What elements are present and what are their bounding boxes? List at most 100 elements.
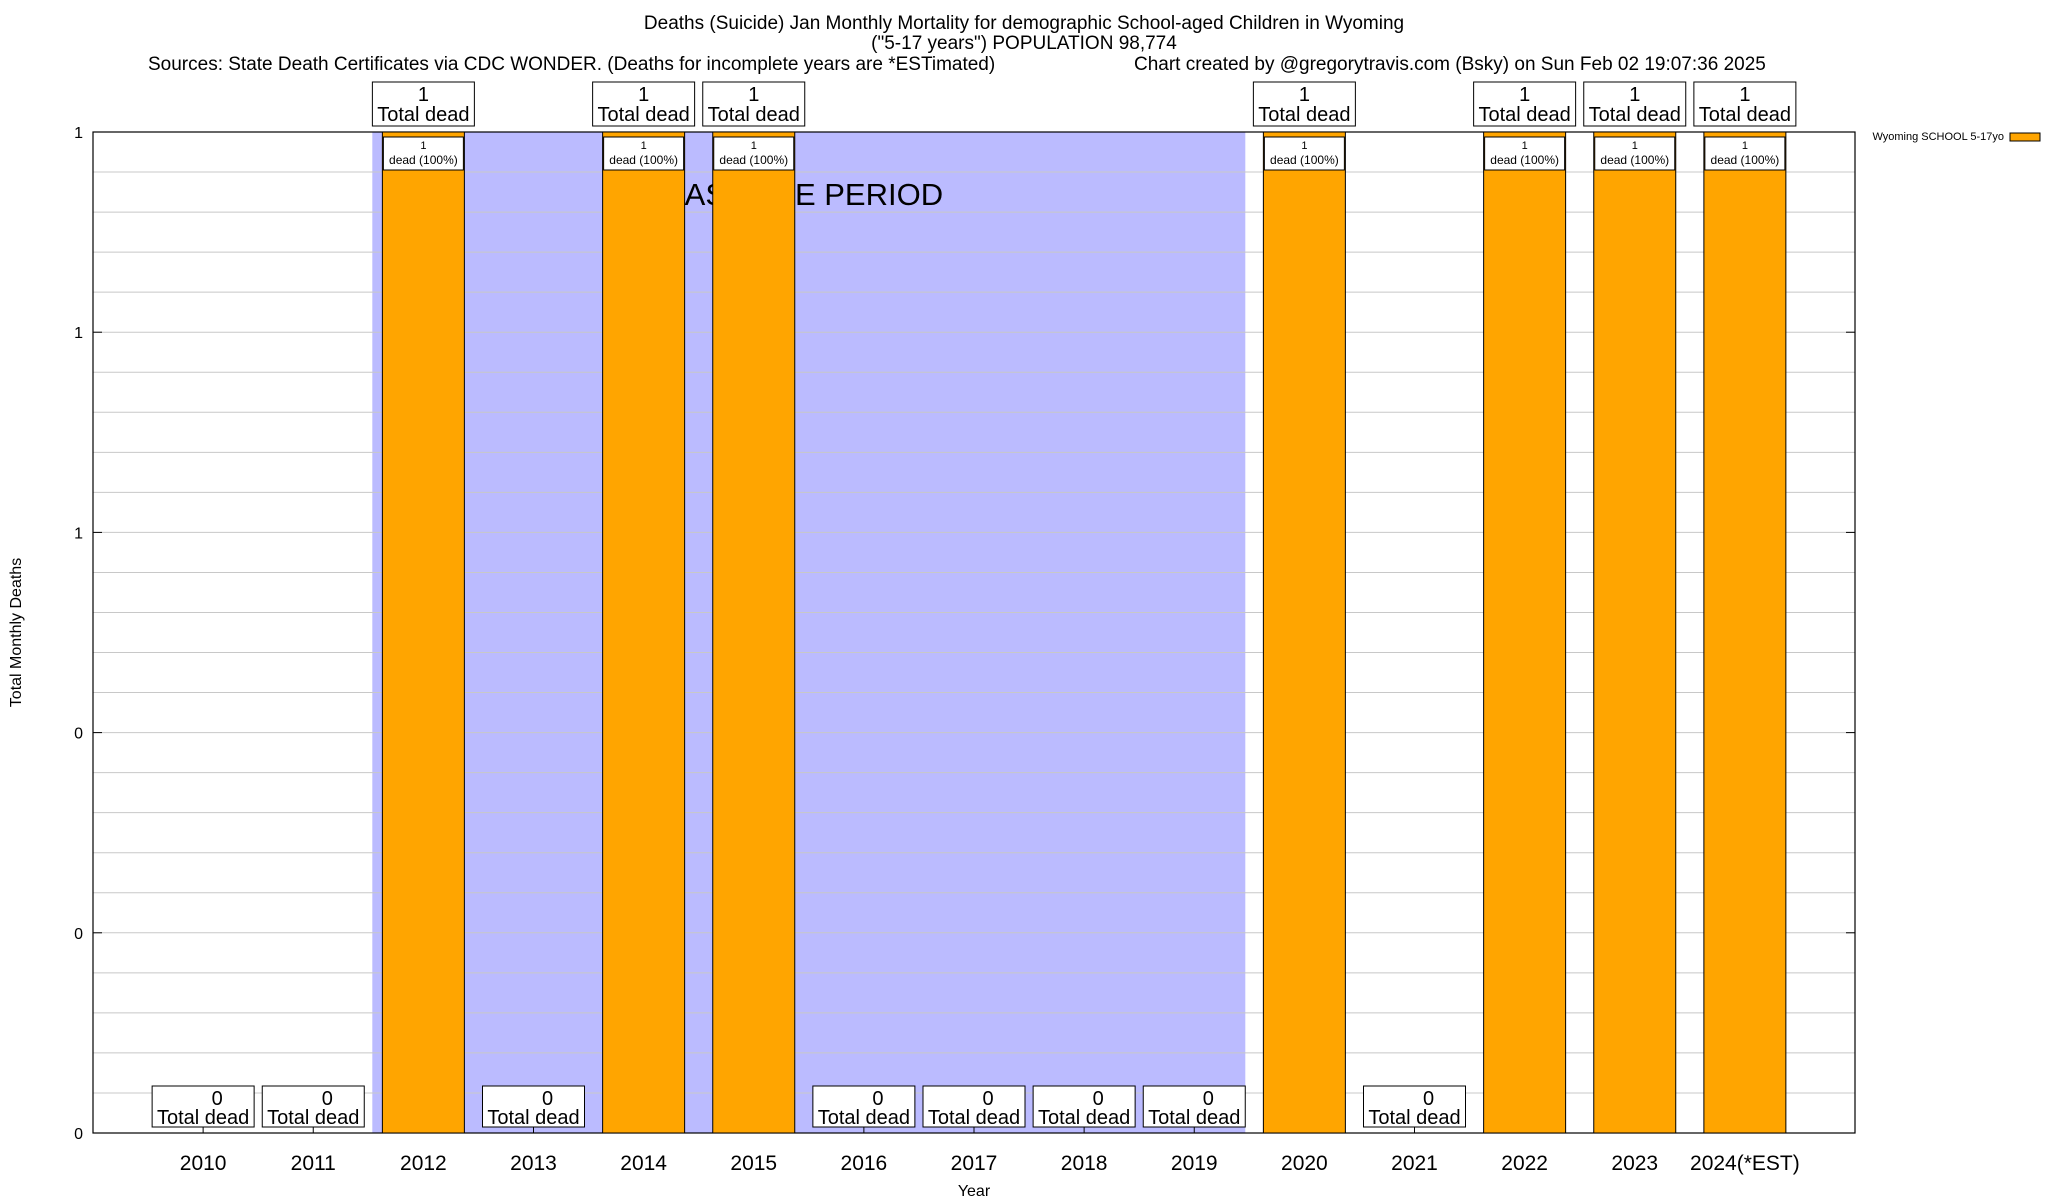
total-label-value: 1 [1739,84,1750,106]
y-tick-label: 0 [74,726,83,743]
bar [712,131,796,1134]
total-label-text: Total dead [1038,1107,1130,1129]
bar-inner-count: 1 [1632,140,1638,152]
total-label-box [812,1085,916,1128]
bar-inner-count: 1 [751,140,757,152]
bar-inner-label-box [1263,136,1345,171]
x-tick-label: 2012 [400,1152,447,1175]
total-label-box [1473,81,1577,127]
bar-inner-count: 1 [1301,140,1307,152]
x-tick-label: 2021 [1391,1152,1438,1175]
total-label-value: 1 [418,84,429,106]
y-tick-label: 1 [74,525,83,542]
bar-inner-label-box [1594,136,1676,171]
total-label-value: 0 [212,1088,223,1110]
x-tick-label: 2018 [1061,1152,1108,1175]
title-line-1: Deaths (Suicide) Jan Monthly Mortality f… [643,13,1405,34]
chart-title: Deaths (Suicide) Jan Monthly Mortality f… [0,14,2048,54]
x-tick-label: 2013 [510,1152,557,1175]
total-label-text: Total dead [597,104,689,126]
total-label-box [1363,1085,1466,1128]
bar-inner-label-box [1484,136,1566,171]
total-label-value: 0 [982,1088,993,1110]
total-label-text: Total dead [1148,1107,1240,1129]
total-label-value: 1 [1629,84,1640,106]
total-label-box [1252,81,1356,127]
bar-inner-count: 1 [1522,140,1528,152]
bar [381,131,465,1134]
y-axis-title: Total Monthly Deaths [8,558,25,707]
total-label-value: 0 [872,1088,883,1110]
y-tick-label: 0 [74,1126,83,1143]
total-label-value: 1 [1299,84,1310,106]
bar-inner-count: 1 [1742,140,1748,152]
bar-inner-detail: dead (100%) [609,153,678,167]
bar-inner-label-box [713,136,795,171]
total-label-box [592,81,696,127]
y-tick-label: 1 [74,325,83,342]
x-tick-label: 2022 [1501,1152,1548,1175]
baseline-period-label: BASELINE PERIOD [664,177,943,212]
bar-inner-detail: dead (100%) [1490,153,1559,167]
total-label-text: Total dead [377,104,469,126]
total-label-box [1142,1085,1246,1128]
total-label-text: Total dead [1699,104,1791,126]
total-label-box [371,81,475,127]
bar [1262,131,1346,1134]
bar-inner-detail: dead (100%) [719,153,788,167]
sources-note: Sources: State Death Certificates via CD… [148,54,996,75]
total-label-value: 1 [638,84,649,106]
total-label-text: Total dead [1478,104,1570,126]
total-label-value: 0 [1093,1088,1104,1110]
bar-inner-detail: dead (100%) [1711,153,1780,167]
total-label-text: Total dead [818,1107,910,1129]
total-label-text: Total dead [708,104,800,126]
total-label-box [482,1085,585,1128]
total-label-text: Total dead [1589,104,1681,126]
total-label-text: Total dead [928,1107,1020,1129]
total-label-value: 0 [1423,1088,1434,1110]
x-tick-label: 2019 [1171,1152,1218,1175]
x-tick-label: 2010 [180,1152,227,1175]
total-label-box [1032,1085,1136,1128]
total-label-text: Total dead [157,1107,249,1129]
total-label-box [702,81,806,127]
x-tick-label: 2011 [291,1152,336,1175]
bar-inner-count: 1 [420,140,426,152]
bar-inner-detail: dead (100%) [1600,153,1669,167]
bar-inner-detail: dead (100%) [389,153,458,167]
x-tick-label: 2024(*EST) [1690,1152,1800,1175]
y-tick-label: 0 [74,926,83,943]
bar-inner-label-box [603,136,685,171]
bar-inner-label-box [1704,136,1786,171]
bar-inner-count: 1 [641,140,647,152]
total-label-value: 1 [748,84,759,106]
x-tick-label: 2016 [841,1152,888,1175]
x-tick-label: 2017 [951,1152,998,1175]
total-label-box [1693,81,1797,127]
bar [602,131,686,1134]
x-tick-label: 2015 [730,1152,777,1175]
legend-swatch [2009,132,2041,142]
title-line-2: ("5-17 years") POPULATION 98,774 [871,33,1177,54]
x-tick-label: 2014 [620,1152,667,1175]
total-label-value: 0 [1203,1088,1214,1110]
bar [1593,131,1677,1134]
total-label-value: 0 [542,1088,553,1110]
total-label-text: Total dead [267,1107,359,1129]
total-label-text: Total dead [1258,104,1350,126]
total-label-box [261,1085,365,1128]
bar [1703,131,1787,1134]
y-tick-label: 1 [74,125,83,142]
total-label-value: 1 [1519,84,1530,106]
x-axis-title: Year [958,1183,991,1200]
legend-label: Wyoming SCHOOL 5-17yo [1872,131,2004,143]
bar [1483,131,1567,1134]
x-tick-label: 2023 [1611,1152,1658,1175]
total-label-box [1583,81,1687,127]
bar-inner-detail: dead (100%) [1270,153,1339,167]
total-label-box [151,1085,255,1128]
baseline-period-shade [372,132,1246,1133]
total-label-box [922,1085,1026,1128]
